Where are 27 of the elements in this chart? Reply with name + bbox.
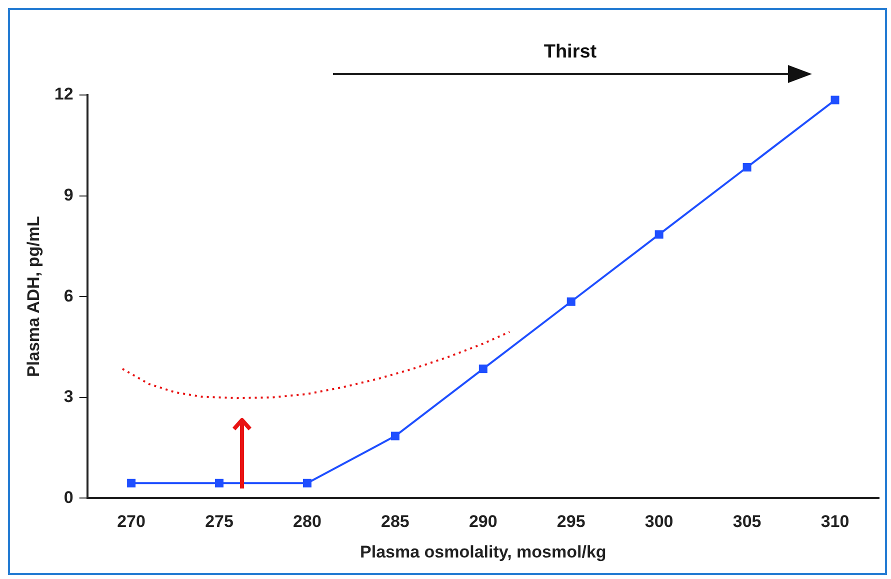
point [215, 478, 224, 488]
y-axis-title: Plasma ADH, pg/mL [24, 216, 43, 378]
x-tick-label: 305 [732, 512, 762, 532]
point [302, 478, 312, 488]
y-tick-label: 9 [64, 185, 74, 204]
y-tick-label: 12 [54, 84, 74, 104]
point [654, 230, 664, 239]
x-tick-label: 290 [468, 512, 498, 532]
point [742, 163, 752, 172]
x-tick-label: 285 [381, 512, 410, 532]
point [390, 432, 400, 440]
point [478, 364, 488, 374]
x-tick-label: 310 [820, 512, 850, 532]
x-axis-title: Plasma osmolality, mosmol/kg [360, 542, 606, 562]
x-tick-label: 275 [205, 512, 234, 532]
line-series [121, 330, 511, 400]
x-tick-label: 295 [556, 512, 586, 532]
y-tick-label: 6 [64, 286, 74, 306]
point [127, 478, 136, 488]
text: Thirst [544, 42, 598, 63]
x-tick-label: 270 [117, 512, 146, 532]
x-tick-label: 280 [293, 512, 322, 532]
point [830, 96, 840, 104]
y-tick-label: 3 [64, 387, 74, 406]
point [566, 297, 576, 306]
y-tick-label: 0 [64, 488, 74, 507]
x-tick-label: 300 [644, 512, 674, 532]
